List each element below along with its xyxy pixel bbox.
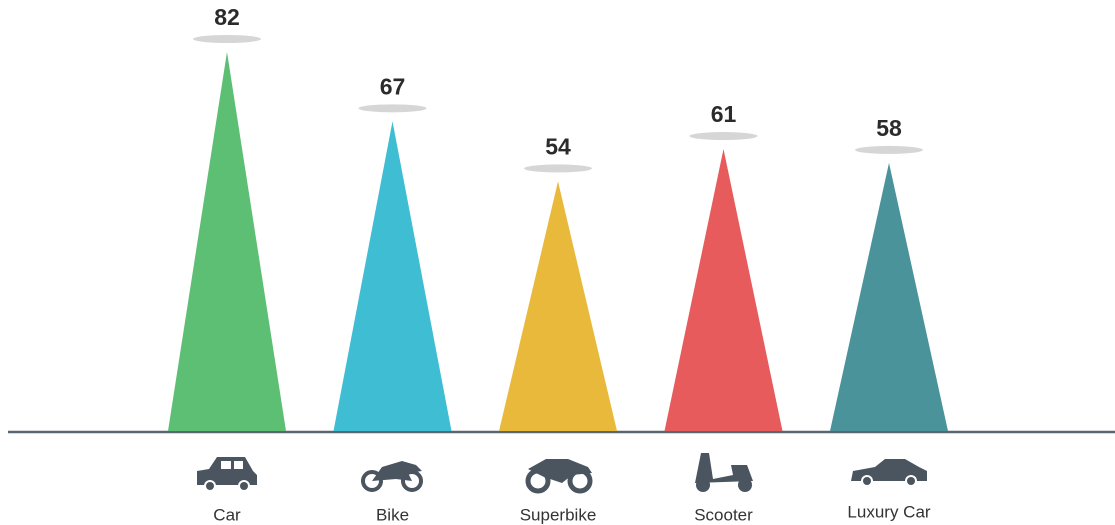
value-label: 82 — [214, 4, 240, 30]
luxury-car-icon — [851, 459, 927, 487]
value-label: 67 — [380, 73, 406, 99]
shadow — [855, 145, 923, 154]
category-label: Car — [213, 505, 241, 524]
triangle-bar — [664, 149, 783, 431]
value-label: 54 — [545, 133, 571, 159]
shadow — [689, 132, 758, 141]
category-label: Superbike — [520, 505, 597, 524]
category-label: Bike — [376, 505, 409, 524]
scooter-icon — [695, 453, 753, 492]
car-icon — [197, 457, 257, 492]
triangle-bar — [168, 52, 286, 431]
triangle-bar — [333, 121, 452, 431]
category-label: Luxury Car — [847, 502, 930, 521]
superbike-icon — [525, 459, 593, 494]
triangle-bar — [499, 181, 617, 431]
shadow — [524, 164, 592, 173]
category-label: Scooter — [694, 505, 753, 524]
bike-icon — [361, 461, 423, 492]
value-label: 61 — [711, 101, 737, 127]
value-label: 58 — [876, 115, 902, 141]
shadow — [358, 104, 427, 113]
shadow — [193, 35, 261, 43]
triangle-bar — [830, 162, 948, 432]
